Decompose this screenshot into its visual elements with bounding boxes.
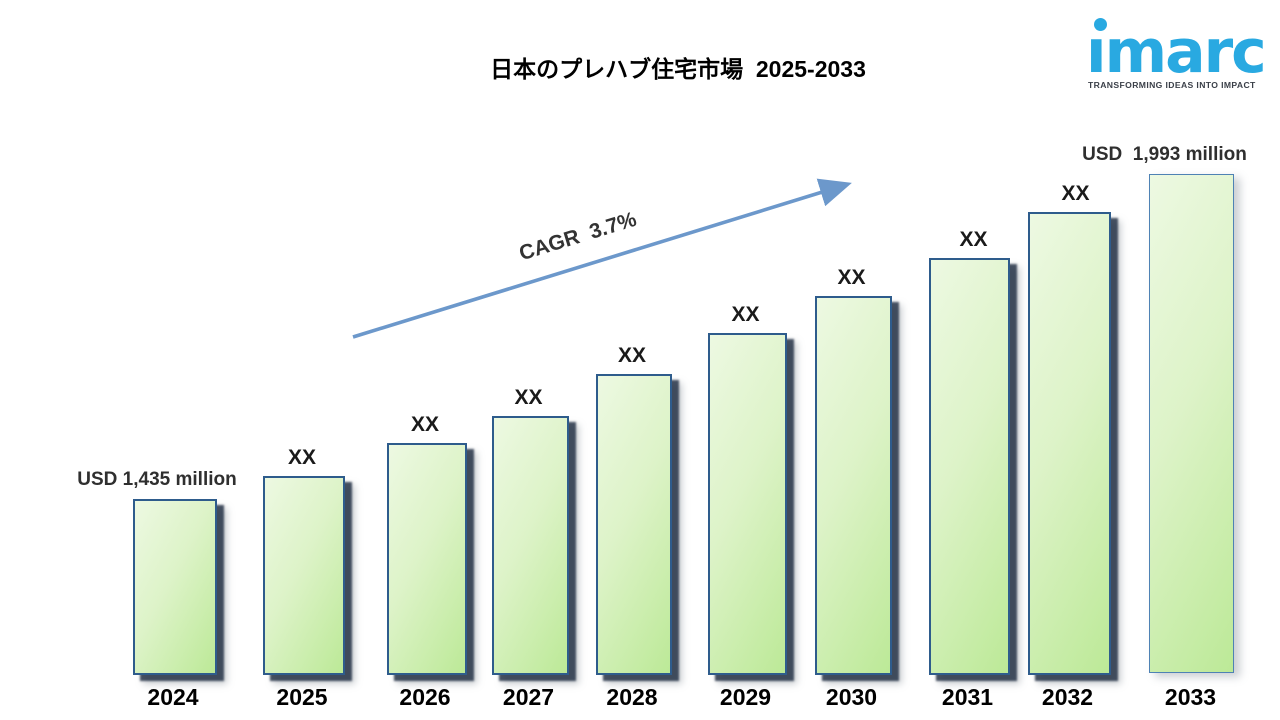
x-label-2030: 2030 bbox=[825, 684, 878, 710]
x-label-2024: 2024 bbox=[147, 684, 199, 710]
x-label-2025: 2025 bbox=[276, 684, 328, 710]
bar-2025 bbox=[263, 476, 345, 675]
bar-value-2027: XX bbox=[514, 386, 543, 409]
bar-2031 bbox=[929, 258, 1010, 675]
x-label-2032: 2032 bbox=[1041, 684, 1094, 710]
bar-2030 bbox=[815, 296, 892, 675]
bar-2026 bbox=[387, 443, 467, 675]
x-label-2031: 2031 bbox=[941, 684, 994, 710]
bar-2032 bbox=[1028, 212, 1111, 675]
x-label-2027: 2027 bbox=[502, 684, 555, 710]
bar-2024 bbox=[133, 499, 217, 675]
bar-value-2033: USD 1,993 million bbox=[1082, 144, 1247, 165]
x-label-2033: 2033 bbox=[1164, 684, 1217, 710]
x-label-2028: 2028 bbox=[606, 684, 658, 710]
bar-value-2029: XX bbox=[731, 303, 760, 326]
imarc-logo-dot-icon bbox=[1094, 18, 1107, 31]
bar-value-2031: XX bbox=[959, 228, 988, 251]
bar-value-2030: XX bbox=[837, 266, 866, 289]
bar-2029 bbox=[708, 333, 787, 675]
imarc-logo-tagline: TRANSFORMING IDEAS INTO IMPACT bbox=[1088, 80, 1256, 90]
bar-2027 bbox=[492, 416, 569, 675]
bar-value-2024: USD 1,435 million bbox=[77, 469, 237, 490]
imarc-logo: ımarc TRANSFORMING IDEAS INTO IMPACT bbox=[1086, 16, 1267, 96]
imarc-logo-wordmark: ımarc bbox=[1086, 17, 1267, 87]
bar-2028 bbox=[596, 374, 672, 675]
bar-value-2025: XX bbox=[287, 446, 317, 469]
bar-value-2026: XX bbox=[410, 413, 440, 436]
bar-value-2032: XX bbox=[1061, 182, 1090, 205]
bar-value-2028: XX bbox=[617, 344, 647, 367]
cagr-trend-arrow-icon bbox=[352, 178, 852, 339]
x-label-2029: 2029 bbox=[719, 684, 772, 710]
x-label-2026: 2026 bbox=[399, 684, 451, 710]
chart-title: 日本のプレハブ住宅市場 2025-2033 bbox=[490, 56, 866, 82]
bar-2033 bbox=[1149, 174, 1234, 673]
